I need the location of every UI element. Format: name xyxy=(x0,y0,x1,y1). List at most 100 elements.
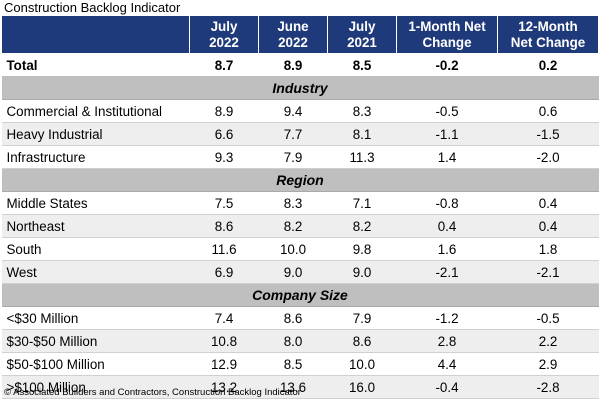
backlog-table: July 2022 June 2022 July 2021 1-Month Net Chang… xyxy=(1,15,599,399)
value-cell: 8.7 xyxy=(189,53,259,77)
table-row: Heavy Industrial 6.6 7.7 8.1 -1.1 -1.5 xyxy=(1,122,599,146)
value-cell: 8.9 xyxy=(189,99,259,123)
value-cell: 13.2 xyxy=(189,375,259,399)
section-title: Industry xyxy=(1,76,599,100)
value-cell: 7.9 xyxy=(258,145,328,169)
value-cell: 7.5 xyxy=(189,191,259,215)
column-header-line1: 1-Month Net xyxy=(408,18,486,34)
value-cell: 9.3 xyxy=(189,145,259,169)
value-cell: 9.8 xyxy=(327,237,397,261)
value-cell: 16.0 xyxy=(327,375,397,399)
value-cell: 8.5 xyxy=(327,53,397,77)
value-cell: 0.4 xyxy=(396,214,498,238)
value-cell: -1.2 xyxy=(396,306,498,330)
value-cell: 0.6 xyxy=(497,99,599,123)
value-cell: 10.8 xyxy=(189,329,259,353)
value-cell: 12.9 xyxy=(189,352,259,376)
column-header: July 2021 xyxy=(327,15,397,54)
table-row: $50-$100 Million 12.9 8.5 10.0 4.4 2.9 xyxy=(1,352,599,376)
value-cell: -0.2 xyxy=(396,53,498,77)
value-cell: 8.2 xyxy=(258,214,328,238)
value-cell: -0.5 xyxy=(497,306,599,330)
value-cell: -0.4 xyxy=(396,375,498,399)
column-header-line1: July xyxy=(348,18,376,34)
table-row: <$30 Million 7.4 8.6 7.9 -1.2 -0.5 xyxy=(1,306,599,330)
value-cell: 8.9 xyxy=(258,53,328,77)
column-header-line1: 12-Month xyxy=(518,18,578,34)
value-cell: 8.3 xyxy=(327,99,397,123)
table-body: Total 8.7 8.9 8.5 -0.2 0.2 Industry Commercial … xyxy=(1,53,599,399)
section-header-row: Industry xyxy=(1,76,599,100)
value-cell: 7.1 xyxy=(327,191,397,215)
value-cell: 11.3 xyxy=(327,145,397,169)
value-cell: 1.4 xyxy=(396,145,498,169)
value-cell: -2.1 xyxy=(396,260,498,284)
value-cell: 8.0 xyxy=(258,329,328,353)
row-label: $30-$50 Million xyxy=(1,329,190,353)
column-header-line1: June xyxy=(277,18,309,34)
column-header-line2: Net Change xyxy=(510,34,586,50)
header-cell-blank xyxy=(1,15,190,54)
value-cell: 0.4 xyxy=(497,214,599,238)
table-row: Commercial & Institutional 8.9 9.4 8.3 -0.5 0… xyxy=(1,99,599,123)
value-cell: 2.8 xyxy=(396,329,498,353)
column-header: 1-Month Net Change xyxy=(396,15,498,54)
table-row: >$100 Million 13.2 13.6 16.0 -0.4 -2.8 xyxy=(1,375,599,399)
row-label: <$30 Million xyxy=(1,306,190,330)
value-cell: 7.7 xyxy=(258,122,328,146)
table-row: Northeast 8.6 8.2 8.2 0.4 0.4 xyxy=(1,214,599,238)
table-row: Infrastructure 9.3 7.9 11.3 1.4 -2.0 xyxy=(1,145,599,169)
value-cell: 1.6 xyxy=(396,237,498,261)
row-label: Heavy Industrial xyxy=(1,122,190,146)
value-cell: 2.2 xyxy=(497,329,599,353)
value-cell: 0.2 xyxy=(497,53,599,77)
section-header-row: Region xyxy=(1,168,599,192)
value-cell: 4.4 xyxy=(396,352,498,376)
value-cell: 7.9 xyxy=(327,306,397,330)
value-cell: 8.6 xyxy=(258,306,328,330)
row-label: Commercial & Institutional xyxy=(1,99,190,123)
row-label: West xyxy=(1,260,190,284)
value-cell: 8.2 xyxy=(327,214,397,238)
table-row: South 11.6 10.0 9.8 1.6 1.8 xyxy=(1,237,599,261)
row-label: Middle States xyxy=(1,191,190,215)
column-header-line2: 2022 xyxy=(209,34,239,50)
total-row: Total 8.7 8.9 8.5 -0.2 0.2 xyxy=(1,53,599,77)
value-cell: 6.9 xyxy=(189,260,259,284)
value-cell: 9.4 xyxy=(258,99,328,123)
row-label: Total xyxy=(1,53,190,77)
column-header: 12-Month Net Change xyxy=(497,15,599,54)
value-cell: 7.4 xyxy=(189,306,259,330)
value-cell: 8.5 xyxy=(258,352,328,376)
chart-title: Construction Backlog Indicator xyxy=(4,0,181,15)
row-label: >$100 Million xyxy=(1,375,190,399)
row-label: South xyxy=(1,237,190,261)
section-header-row: Company Size xyxy=(1,283,599,307)
row-label: $50-$100 Million xyxy=(1,352,190,376)
section-title: Region xyxy=(1,168,599,192)
table-row: Middle States 7.5 8.3 7.1 -0.8 0.4 xyxy=(1,191,599,215)
value-cell: 8.1 xyxy=(327,122,397,146)
column-header-line1: July xyxy=(210,18,238,34)
source-note: © Associated Builders and Contractors, C… xyxy=(4,387,301,398)
value-cell: 8.3 xyxy=(258,191,328,215)
column-header-line2: 2021 xyxy=(347,34,377,50)
value-cell: 11.6 xyxy=(189,237,259,261)
value-cell: 1.8 xyxy=(497,237,599,261)
column-header-line2: 2022 xyxy=(278,34,308,50)
value-cell: 9.0 xyxy=(258,260,328,284)
value-cell: 6.6 xyxy=(189,122,259,146)
value-cell: 8.6 xyxy=(327,329,397,353)
value-cell: -2.8 xyxy=(497,375,599,399)
section-title: Company Size xyxy=(1,283,599,307)
value-cell: 2.9 xyxy=(497,352,599,376)
value-cell: 13.6 xyxy=(258,375,328,399)
value-cell: -0.8 xyxy=(396,191,498,215)
value-cell: 9.0 xyxy=(327,260,397,284)
table-header: July 2022 June 2022 July 2021 1-Month Net Chang… xyxy=(1,15,599,54)
value-cell: -2.1 xyxy=(497,260,599,284)
value-cell: -2.0 xyxy=(497,145,599,169)
column-header-line2: Change xyxy=(422,34,472,50)
value-cell: 10.0 xyxy=(258,237,328,261)
